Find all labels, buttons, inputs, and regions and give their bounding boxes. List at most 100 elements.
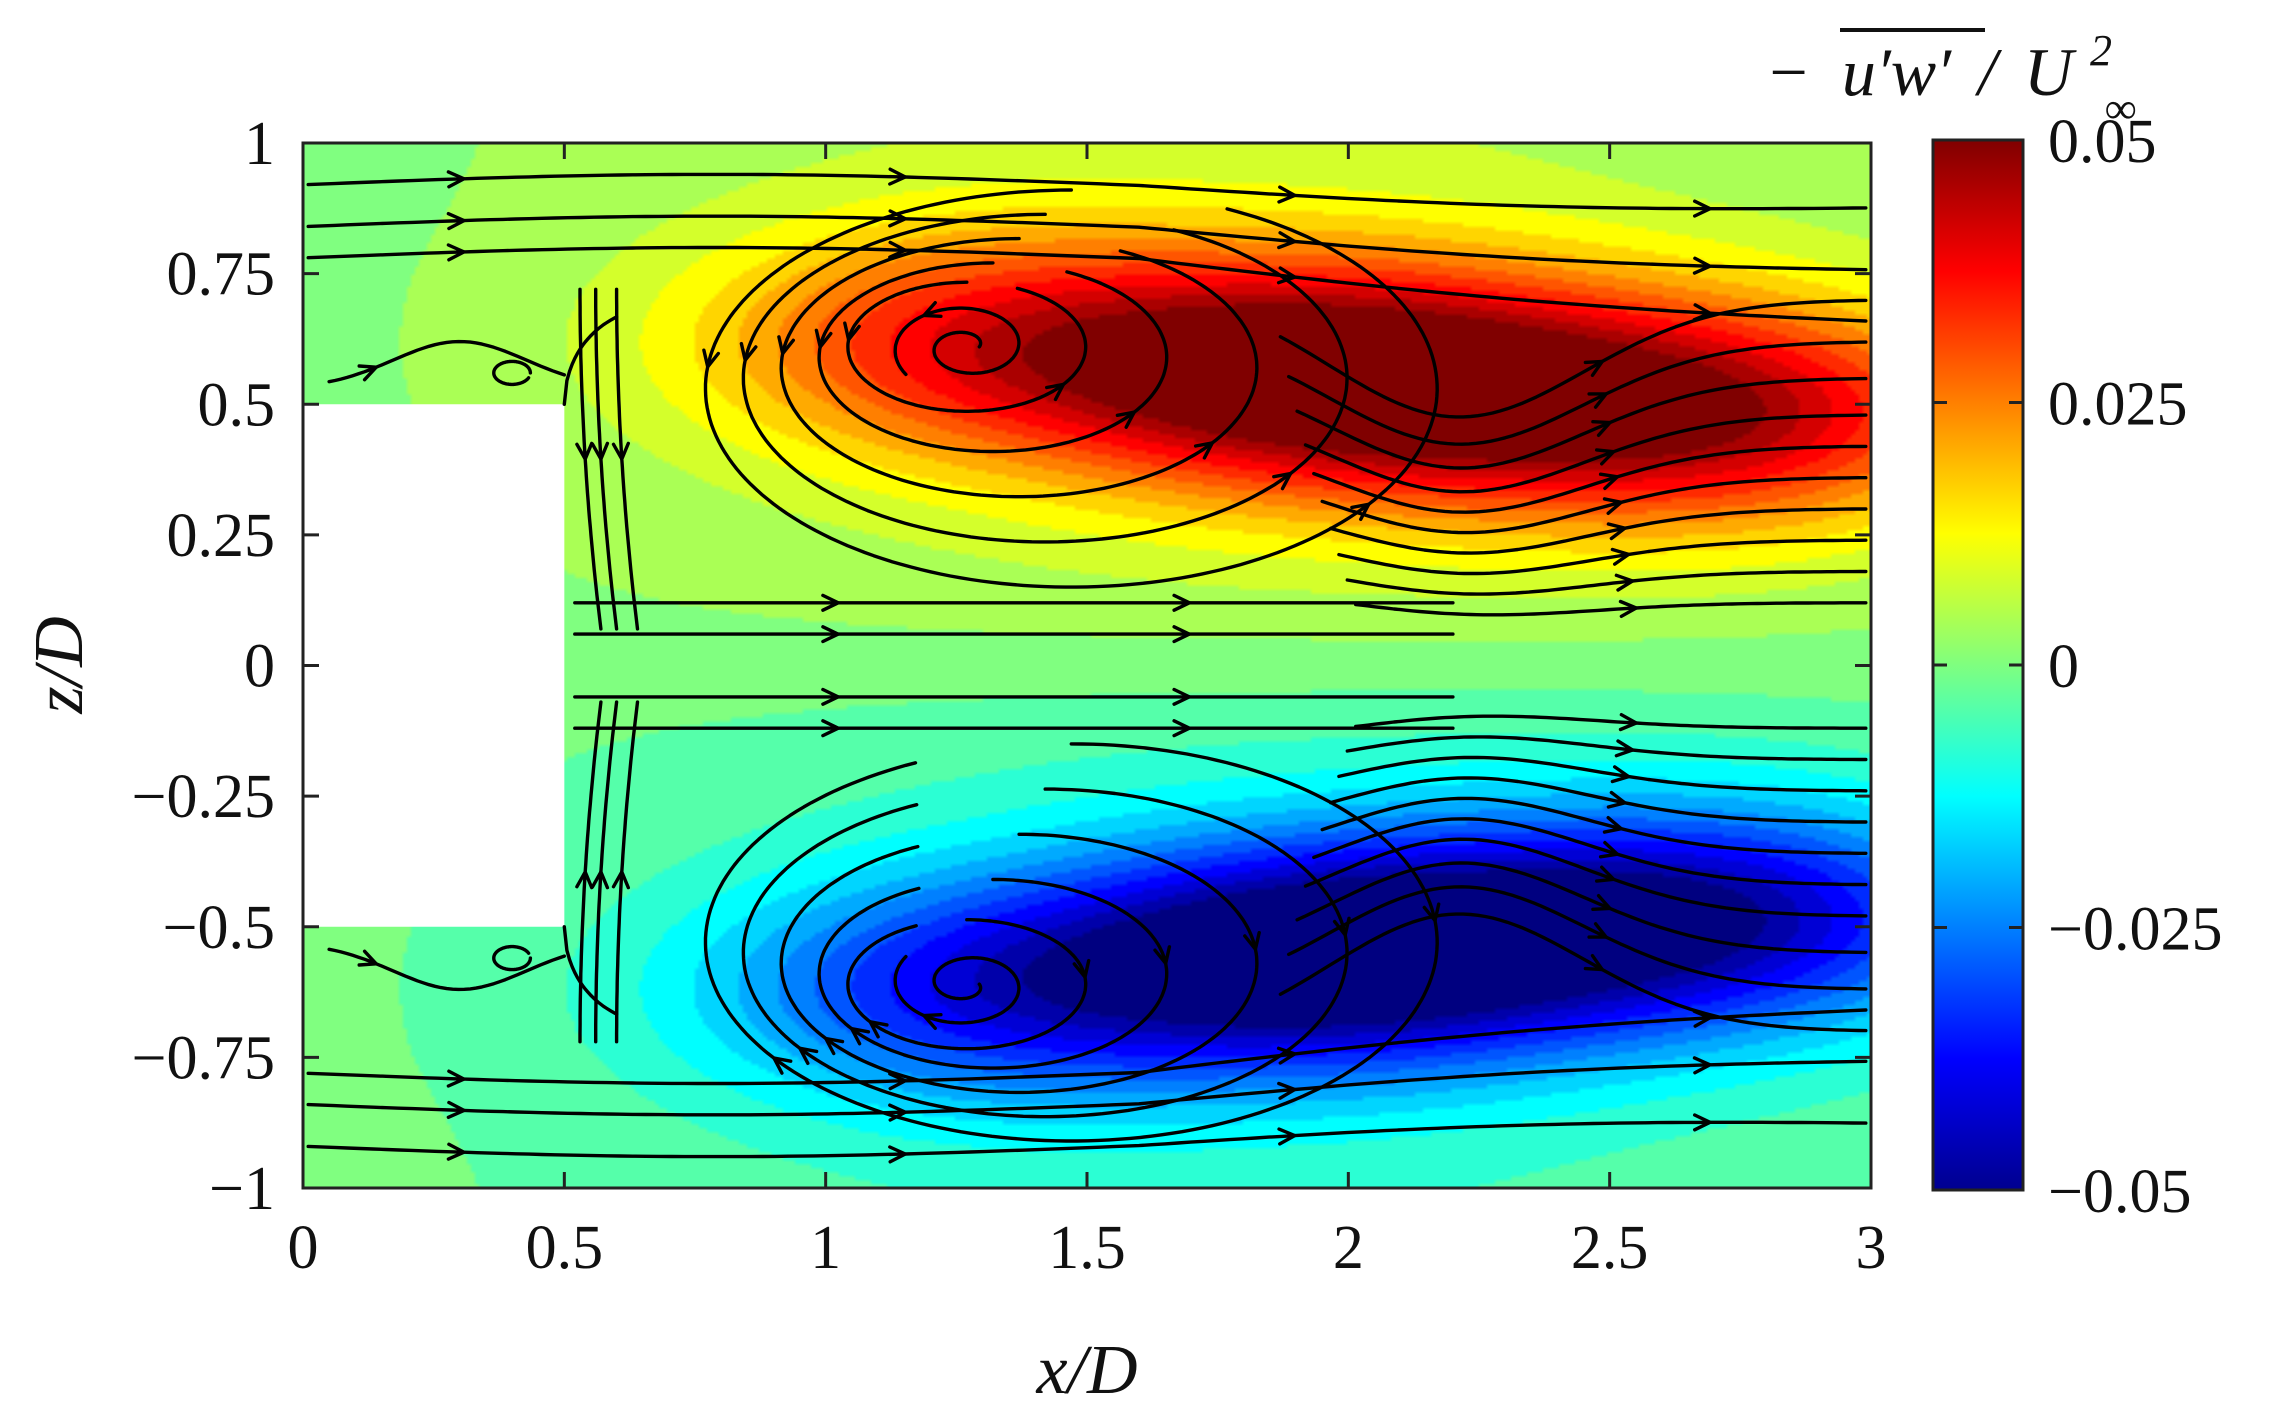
streamline <box>1278 912 1868 1033</box>
streamline <box>1303 413 1868 494</box>
streamline-arrow <box>575 870 594 890</box>
streamline <box>492 359 533 387</box>
streamline-arrow <box>821 719 840 738</box>
x-tick-label: 2 <box>1333 1214 1364 1282</box>
streamline-arrow <box>777 335 795 356</box>
x-tick-label: 0 <box>288 1214 319 1282</box>
streamline-arrow <box>1277 185 1297 204</box>
y-tick-label: 0 <box>244 633 275 701</box>
streamline-arrow <box>888 209 907 228</box>
streamline-arrow <box>1172 687 1192 706</box>
streamline-arrow <box>1602 816 1623 834</box>
streamline <box>779 832 1259 1095</box>
streamline-arrow <box>1422 902 1441 923</box>
streamline <box>741 787 1349 1119</box>
streamline-arrow <box>1606 522 1627 541</box>
streamline <box>1345 569 1868 596</box>
streamline <box>893 306 1021 377</box>
streamline-arrow <box>1591 894 1612 911</box>
streamline-arrow <box>611 441 630 461</box>
plot-area <box>301 141 1873 1190</box>
streamline-arrow <box>888 1145 907 1164</box>
streamline-arrow <box>1115 410 1136 429</box>
streamline-arrow <box>1693 1113 1712 1132</box>
x-tick-label: 1.5 <box>1048 1214 1126 1282</box>
streamline-arrow <box>1172 593 1192 612</box>
streamline-arrow <box>821 625 840 644</box>
streamline <box>817 261 1169 454</box>
streamline-arrow <box>824 1036 845 1056</box>
x-tick-label: 0.5 <box>526 1214 604 1282</box>
streamline <box>306 1008 1868 1086</box>
y-tick-label: −0.75 <box>132 1024 275 1092</box>
streamline-arrow <box>446 1069 466 1088</box>
streamline-arrow <box>850 1027 871 1046</box>
colorbar-tick-label: −0.05 <box>2048 1158 2191 1226</box>
streamline-arrow <box>888 167 907 186</box>
streamline-arrow <box>1045 382 1066 402</box>
streamline <box>1337 538 1868 576</box>
streamline-arrow <box>888 240 907 259</box>
streamline-arrow <box>1692 1056 1712 1075</box>
streamline <box>562 925 619 1016</box>
streamline <box>327 947 566 992</box>
colorbar-tick-label: 0.05 <box>2048 108 2157 176</box>
streamline-arrow <box>1606 790 1627 809</box>
streamline-arrow <box>888 1072 907 1091</box>
streamline-arrow <box>590 870 610 890</box>
streamline-arrow <box>1610 765 1631 784</box>
streamline-arrow <box>1276 266 1297 285</box>
streamline-arrow <box>798 1046 819 1065</box>
streamline <box>1312 817 1868 887</box>
streamline-arrow <box>1587 922 1608 939</box>
streamline-arrow <box>1598 472 1620 491</box>
streamline <box>846 918 1088 1051</box>
streamline-arrow <box>357 949 378 967</box>
streamline <box>306 1059 1868 1117</box>
streamline-arrow <box>814 328 833 349</box>
streamline <box>492 944 533 972</box>
streamline <box>327 339 566 384</box>
streamline-arrow <box>739 341 758 362</box>
streamline <box>306 172 1868 211</box>
streamline-arrow <box>702 348 720 369</box>
streamline-arrow <box>1595 865 1616 883</box>
streamline-arrow <box>1583 359 1604 377</box>
streamline-arrow <box>888 1103 907 1122</box>
streamline-arrow <box>1277 1081 1297 1100</box>
streamline-arrow <box>1614 573 1635 592</box>
colorbar-tick-label: 0 <box>2048 633 2079 701</box>
streamline-arrow <box>446 1100 466 1119</box>
streamline <box>1295 376 1868 470</box>
streamline-arrow <box>922 301 943 318</box>
streamline-arrow <box>1610 547 1631 566</box>
y-tick-label: 0.75 <box>167 241 276 309</box>
streamline <box>1295 861 1868 955</box>
colorbar-tick-label: −0.025 <box>2048 896 2222 964</box>
streamline-arrow <box>611 870 630 890</box>
streamline-arrow <box>446 243 466 262</box>
streamlines <box>306 167 1868 1164</box>
y-axis: −1 −0.75 −0.5 −0.25 0 0.25 0.5 0.75 1 <box>132 110 1871 1223</box>
streamline <box>1278 298 1868 419</box>
streamline-arrow <box>1277 1127 1297 1146</box>
streamline-arrow <box>772 1056 793 1075</box>
streamline <box>1303 837 1868 918</box>
y-tick-label: 1 <box>244 110 275 178</box>
x-axis: 0 0.5 1 1.5 2 2.5 3 <box>288 143 1887 1282</box>
y-tick-label: −1 <box>209 1155 275 1223</box>
streamline-arrow <box>1595 448 1616 466</box>
y-axis-label: z/D <box>21 616 98 714</box>
streamline-arrow <box>843 321 861 342</box>
streamline <box>562 315 619 406</box>
streamline <box>1354 601 1868 617</box>
streamline-arrow <box>821 687 840 706</box>
streamline-arrow <box>1583 954 1604 972</box>
y-tick-label: 0.5 <box>198 371 276 439</box>
streamline <box>1312 444 1868 514</box>
streamline-arrow <box>868 1020 889 1039</box>
streamline <box>306 214 1868 272</box>
streamline-arrow <box>1598 840 1620 859</box>
x-tick-label: 3 <box>1856 1214 1887 1282</box>
